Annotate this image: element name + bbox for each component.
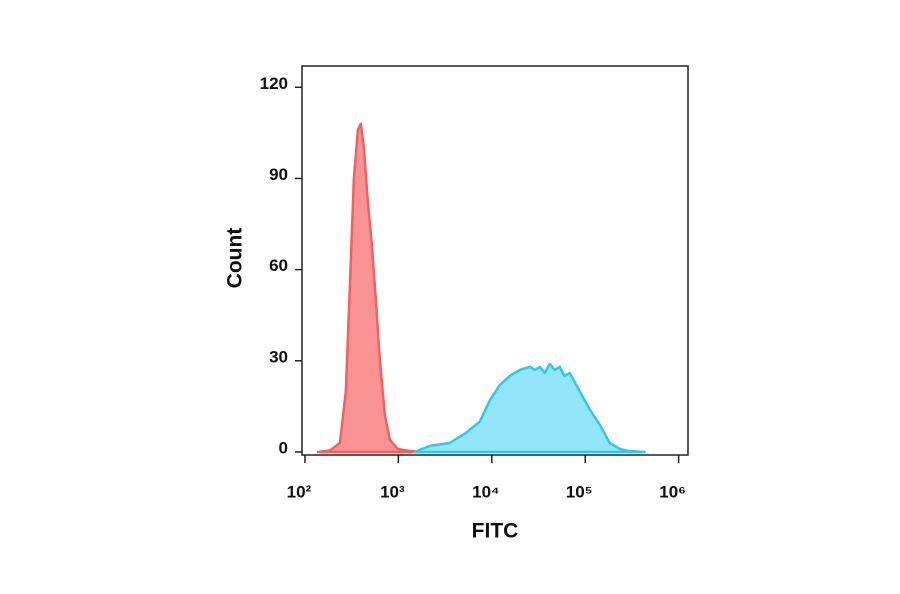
y-tick-label: 30 <box>269 347 288 366</box>
y-tick-label: 90 <box>269 165 288 184</box>
y-tick-label: 120 <box>260 74 288 93</box>
x-tick-label: 10³ <box>380 482 405 501</box>
y-tick-label: 0 <box>279 438 288 457</box>
y-tick-label: 60 <box>269 256 288 275</box>
x-tick-label: 10⁴ <box>472 482 499 501</box>
x-tick-label: 10² <box>287 482 312 501</box>
histogram-area <box>413 362 646 454</box>
x-tick-label: 10⁶ <box>659 482 686 501</box>
x-tick-label: 10⁵ <box>566 482 593 501</box>
plot-frame <box>301 65 689 456</box>
histogram-area <box>316 122 432 454</box>
y-axis-title: Count <box>224 228 247 289</box>
x-axis-title: FITC <box>472 520 519 543</box>
